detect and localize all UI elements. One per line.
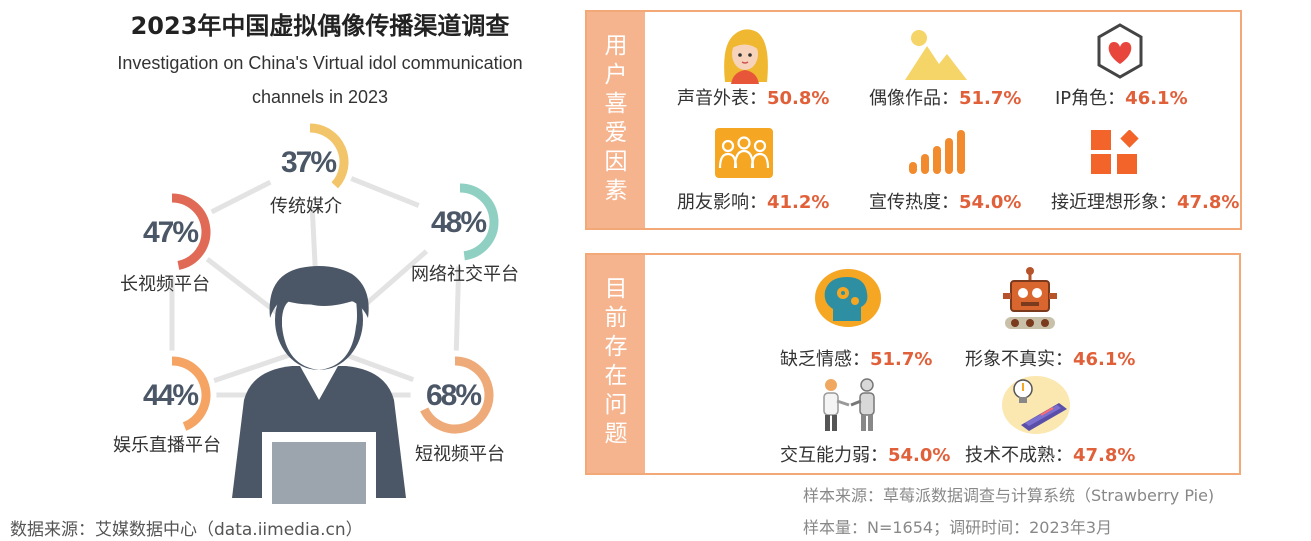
preference-tab-title: 用户喜爱因素 <box>587 32 645 206</box>
channel-ring-4: 44% 娱乐直播平台 <box>113 350 221 456</box>
sample-size-note: 样本量：N=1654；调研时间：2023年3月 <box>803 518 1112 537</box>
pref-item-6: 接近理想形象：47.8% <box>1051 192 1240 213</box>
ring-arc <box>171 193 211 270</box>
lightbulb-laptop-icon <box>1002 376 1070 434</box>
robot-icon <box>1003 267 1057 329</box>
pref-item-1: 声音外表：50.8% <box>677 88 830 109</box>
human-robot-handshake-icon <box>823 378 875 431</box>
pref-item-4: 朋友影响：41.2% <box>677 192 830 213</box>
channel-label: 传统媒介 <box>270 196 342 217</box>
channel-label: 短视频平台 <box>415 444 505 465</box>
ring-value-label: 47% <box>143 216 198 249</box>
problem-item-1: 缺乏情感：51.7% <box>780 349 933 370</box>
ring-arc <box>459 183 499 261</box>
tab-char: 用 <box>604 33 628 59</box>
subtitle-line-1: Investigation on China's Virtual idol co… <box>117 53 523 73</box>
tab-char: 题 <box>604 421 628 447</box>
channel-label: 长视频平台 <box>120 274 210 295</box>
ring-arc <box>171 356 211 431</box>
ring-value-label: 48% <box>431 206 486 239</box>
tab-char: 爱 <box>604 120 628 146</box>
pref-item-5: 宣传热度：54.0% <box>869 192 1022 213</box>
problem-item-2: 形象不真实：46.1% <box>965 349 1136 370</box>
channel-label: 网络社交平台 <box>411 264 519 285</box>
channel-label: 娱乐直播平台 <box>113 435 221 456</box>
preference-panel: 用户喜爱因素 声音外表：50.8% 偶像作品：51.7% IP角色：46.1% <box>585 10 1242 230</box>
signal-bars-icon <box>909 130 965 174</box>
mountain-landscape-icon <box>905 30 967 80</box>
tab-char: 在 <box>604 363 628 389</box>
ring-value-label: 68% <box>426 379 481 412</box>
chart-subtitle: Investigation on China's Virtual idol co… <box>60 46 580 114</box>
ring-value-label: 37% <box>281 146 336 179</box>
tab-char: 存 <box>604 334 628 360</box>
brain-gears-icon <box>815 269 881 327</box>
channel-ring-5: 47% 长视频平台 <box>120 187 217 295</box>
shapes-blocks-icon <box>1091 130 1139 174</box>
problem-item-4: 技术不成熟：47.8% <box>965 445 1136 466</box>
sample-source-note: 样本来源：草莓派数据调查与计算系统（Strawberry Pie) <box>803 486 1215 505</box>
tab-char: 因 <box>604 149 628 175</box>
problem-tab-title: 目前存在问题 <box>587 275 645 449</box>
tab-char: 素 <box>604 178 628 204</box>
problem-panel-tab: 目前存在问题 <box>587 255 645 473</box>
heart-hexagon-icon <box>1097 23 1143 79</box>
tab-char: 喜 <box>604 91 628 117</box>
pref-item-3: IP角色：46.1% <box>1055 88 1188 109</box>
channel-ring-3: 68% 短视频平台 <box>410 350 505 465</box>
preference-panel-tab: 用户喜爱因素 <box>587 12 645 228</box>
group-people-icon <box>715 128 773 178</box>
person-with-laptop-icon <box>232 266 406 512</box>
tab-char: 户 <box>604 62 628 88</box>
channel-donut-hub: 37% 传统媒介 48% 网络社交平台 68% 短视频平台 44% 娱乐直播平台 47% 长视频平… <box>113 117 519 512</box>
tab-char: 问 <box>604 392 628 418</box>
problem-panel: 目前存在问题 缺乏情感：51.7% 形象不真实：46.1% 交互能力弱 <box>585 253 1241 475</box>
subtitle-line-2: channels in 2023 <box>251 87 389 107</box>
chart-title: 2023年中国虚拟偶像传播渠道调查 <box>130 12 510 40</box>
tab-char: 前 <box>604 305 628 331</box>
channel-rings: 37% 传统媒介 48% 网络社交平台 68% 短视频平台 44% 娱乐直播平台 47% 长视频平… <box>113 117 519 465</box>
ring-value-label: 44% <box>143 379 198 412</box>
data-source: 数据来源：艾媒数据中心（data.iimedia.cn） <box>10 520 363 540</box>
tab-char: 目 <box>604 276 628 302</box>
ring-arc <box>420 356 494 434</box>
channel-ring-2: 48% 网络社交平台 <box>411 177 519 285</box>
girl-avatar-icon <box>724 29 768 84</box>
channel-ring-1: 37% 传统媒介 <box>265 117 355 217</box>
problem-item-3: 交互能力弱：54.0% <box>780 445 951 466</box>
ring-arc <box>309 123 349 189</box>
pref-item-2: 偶像作品：51.7% <box>869 88 1022 109</box>
